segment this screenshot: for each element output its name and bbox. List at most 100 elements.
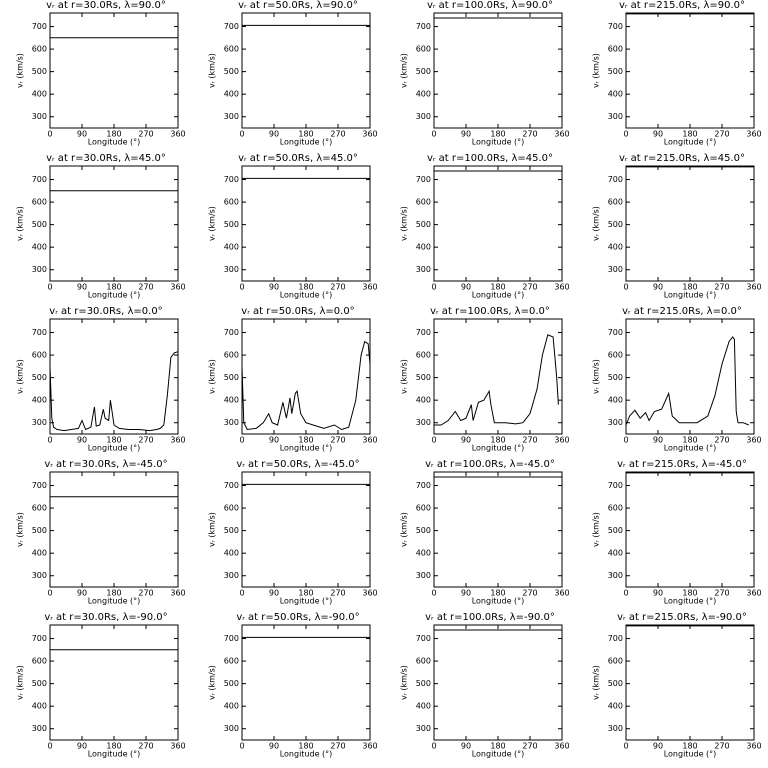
x-tick-label: 270	[522, 742, 537, 751]
x-tick-label: 180	[298, 283, 313, 292]
x-tick-label: 270	[714, 742, 729, 751]
x-tick-label: 360	[170, 130, 185, 139]
x-tick-label: 180	[682, 589, 697, 598]
x-tick-label: 360	[362, 589, 377, 598]
y-tick-label: 700	[224, 175, 239, 184]
chart-title: vᵣ at r=100.0Rs, λ=-90.0°	[425, 612, 555, 623]
x-tick-label: 90	[653, 742, 663, 751]
y-tick-label: 500	[608, 679, 623, 688]
y-tick-label: 700	[32, 328, 47, 337]
plot-frame	[433, 624, 563, 741]
x-tick-label: 270	[330, 436, 345, 445]
y-tick-label: 400	[32, 396, 47, 405]
y-axis-label: vᵣ (km/s)	[592, 512, 601, 547]
y-tick-label: 500	[224, 67, 239, 76]
y-tick-label: 700	[224, 481, 239, 490]
x-tick-label: 0	[431, 283, 436, 292]
y-tick-label: 300	[416, 724, 431, 733]
chart-title: vᵣ at r=30.0Rs, λ=45.0°	[46, 153, 166, 164]
x-axis-label: Longitude (°)	[472, 444, 525, 453]
x-tick-label: 90	[461, 436, 471, 445]
chart-title: vᵣ at r=50.0Rs, λ=0.0°	[241, 306, 354, 317]
x-tick-label: 90	[269, 589, 279, 598]
x-tick-label: 180	[106, 742, 121, 751]
y-tick-label: 500	[224, 220, 239, 229]
x-tick-label: 90	[269, 436, 279, 445]
plot-frame	[241, 624, 371, 741]
x-tick-label: 270	[330, 742, 345, 751]
x-tick-label: 360	[170, 589, 185, 598]
data-line	[241, 340, 371, 431]
y-axis-label: vᵣ (km/s)	[16, 206, 25, 241]
x-tick-label: 360	[170, 436, 185, 445]
y-tick-label: 600	[608, 351, 623, 360]
plot-frame	[49, 624, 179, 741]
plot-frame	[49, 165, 179, 282]
y-tick-label: 300	[224, 265, 239, 274]
plot-frame	[433, 318, 563, 435]
chart-title: vᵣ at r=215.0Rs, λ=-45.0°	[617, 459, 747, 470]
y-tick-label: 500	[416, 679, 431, 688]
y-axis-label: vᵣ (km/s)	[400, 359, 409, 394]
y-tick-label: 300	[32, 265, 47, 274]
y-tick-label: 600	[416, 657, 431, 666]
plot-frame	[625, 12, 755, 129]
plot-frame	[49, 318, 179, 435]
y-axis-label: vᵣ (km/s)	[400, 53, 409, 88]
y-tick-label: 700	[224, 328, 239, 337]
y-tick-label: 300	[416, 265, 431, 274]
plot-frame	[49, 12, 179, 129]
y-axis-label: vᵣ (km/s)	[592, 53, 601, 88]
y-tick-label: 400	[416, 243, 431, 252]
x-tick-label: 270	[522, 436, 537, 445]
y-tick-label: 600	[416, 504, 431, 513]
x-tick-label: 360	[362, 742, 377, 751]
x-tick-label: 270	[138, 436, 153, 445]
x-axis-label: Longitude (°)	[472, 138, 525, 147]
x-tick-label: 360	[746, 589, 761, 598]
y-tick-label: 300	[224, 571, 239, 580]
x-axis-label: Longitude (°)	[664, 138, 717, 147]
y-tick-label: 700	[608, 175, 623, 184]
x-tick-label: 270	[522, 130, 537, 139]
x-tick-label: 90	[269, 130, 279, 139]
x-tick-label: 0	[47, 130, 52, 139]
x-tick-label: 90	[77, 742, 87, 751]
x-tick-label: 180	[490, 130, 505, 139]
y-axis-label: vᵣ (km/s)	[16, 359, 25, 394]
x-tick-label: 360	[746, 436, 761, 445]
x-tick-label: 0	[431, 130, 436, 139]
y-axis-label: vᵣ (km/s)	[592, 665, 601, 700]
y-tick-label: 500	[416, 67, 431, 76]
x-tick-label: 90	[653, 436, 663, 445]
y-tick-label: 400	[608, 90, 623, 99]
x-tick-label: 90	[653, 589, 663, 598]
x-tick-label: 0	[47, 436, 52, 445]
x-tick-label: 0	[47, 283, 52, 292]
y-tick-label: 600	[608, 45, 623, 54]
x-tick-label: 180	[106, 436, 121, 445]
y-tick-label: 700	[608, 634, 623, 643]
x-tick-label: 90	[461, 130, 471, 139]
plot-frame	[241, 471, 371, 588]
x-tick-label: 180	[298, 436, 313, 445]
x-tick-label: 0	[431, 589, 436, 598]
y-tick-label: 400	[32, 549, 47, 558]
x-axis-label: Longitude (°)	[88, 597, 141, 606]
x-tick-label: 270	[330, 283, 345, 292]
y-tick-label: 500	[32, 526, 47, 535]
x-axis-label: Longitude (°)	[664, 597, 717, 606]
chart-title: vᵣ at r=50.0Rs, λ=90.0°	[238, 0, 358, 11]
x-tick-label: 180	[106, 589, 121, 598]
x-tick-label: 270	[714, 130, 729, 139]
y-tick-label: 500	[416, 526, 431, 535]
y-tick-label: 300	[224, 112, 239, 121]
chart-title: vᵣ at r=215.0Rs, λ=90.0°	[619, 0, 745, 11]
x-axis-label: Longitude (°)	[472, 750, 525, 759]
x-tick-label: 270	[330, 589, 345, 598]
y-tick-label: 600	[608, 504, 623, 513]
x-tick-label: 0	[239, 589, 244, 598]
y-tick-label: 700	[416, 634, 431, 643]
chart-title: vᵣ at r=100.0Rs, λ=90.0°	[427, 0, 553, 11]
